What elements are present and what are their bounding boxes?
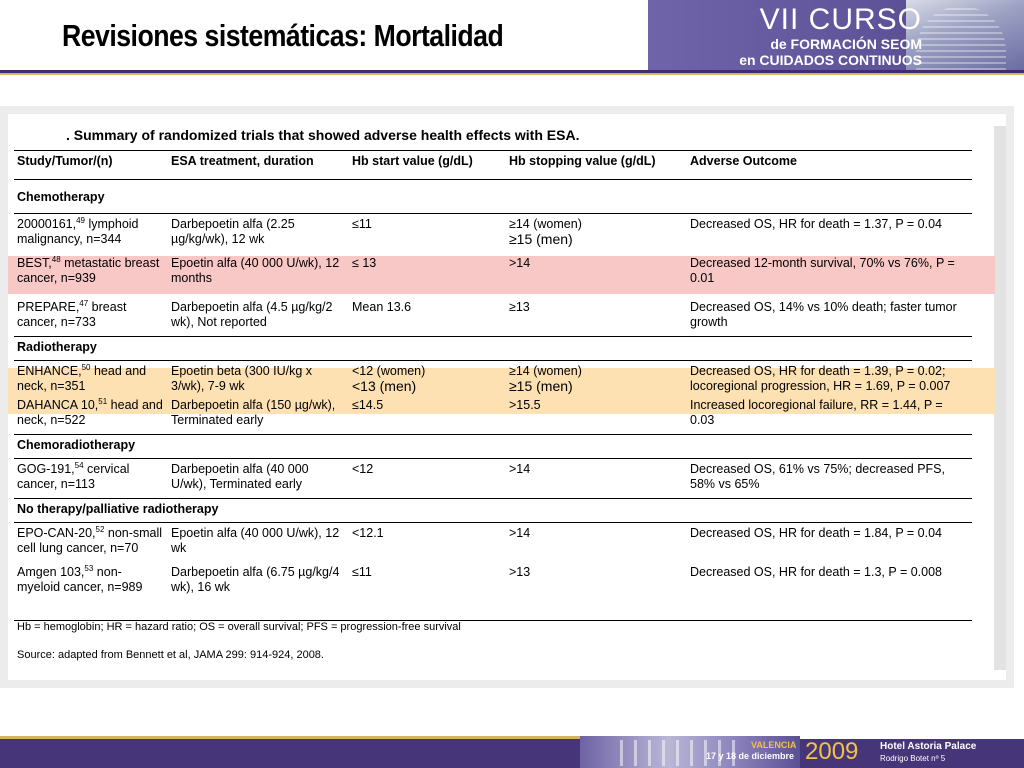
cell-hb-stop: >13 <box>509 565 531 579</box>
cell-outcome: Decreased OS, HR for death = 1.39, P = 0… <box>690 364 951 393</box>
header-treatment: ESA treatment, duration <box>168 150 349 180</box>
slide-title: Revisiones sistemáticas: Mortalidad <box>62 18 504 53</box>
highlight-enhance-row <box>8 368 995 414</box>
table-row: Amgen 103,53 non-myeloid cancer, n=989 D… <box>14 562 972 601</box>
cell-hb-stop: >14 <box>509 256 531 270</box>
cell-treatment: Darbepoetin alfa (40 000 U/wk), Terminat… <box>171 462 309 491</box>
cell-study: 20000161,49 lymphoid malignancy, n=344 <box>17 215 139 246</box>
table-header-row: Study/Tumor/(n) ESA treatment, duration … <box>14 150 972 180</box>
cell-hb-start: <12 <box>352 462 374 476</box>
banner-line3: en CUIDADOS CONTINUOS <box>739 52 922 68</box>
cell-hb-start: ≤14.5 <box>352 398 384 412</box>
footer-dates: 17 y 18 de diciembre <box>706 751 795 761</box>
cell-treatment: Epoetin alfa (40 000 U/wk), 12 wk <box>171 526 340 555</box>
course-banner-text: VII CURSO de FORMACIÓN SEOM en CUIDADOS … <box>722 3 922 69</box>
table-source: Source: adapted from Bennett et al, JAMA… <box>17 649 324 661</box>
cell-outcome: Decreased OS, HR for death = 1.3, P = 0.… <box>690 565 943 579</box>
header-rule-accent <box>0 73 1024 75</box>
section-row: No therapy/palliative radiotherapy <box>14 498 972 523</box>
building-graphic <box>906 0 1024 72</box>
cell-outcome: Decreased OS, 61% vs 75%; decreased PFS,… <box>690 462 945 491</box>
cell-study: EPO-CAN-20,52 non-small cell lung cancer… <box>17 524 163 555</box>
cell-treatment: Darbepoetin alfa (4.5 µg/kg/2 wk), Not r… <box>171 300 333 329</box>
banner-line1: VII CURSO <box>759 3 922 36</box>
highlight-best-row <box>8 256 995 294</box>
cell-treatment: Darbepoetin alfa (6.75 µg/kg/4 wk), 16 w… <box>171 565 340 594</box>
cell-hb-start: <12 (women) <13 (men) <box>352 364 426 394</box>
panel-shadow <box>994 126 1006 670</box>
cell-outcome: Decreased 12-month survival, 70% vs 76%,… <box>690 256 955 285</box>
cell-hb-start: Mean 13.6 <box>352 300 412 314</box>
footer-accent-rule <box>0 736 580 739</box>
cell-hb-stop: >15.5 <box>509 398 541 412</box>
table-row: BEST,48 metastatic breast cancer, n=939 … <box>14 253 972 297</box>
table-row: DAHANCA 10,51 head and neck, n=522 Darbe… <box>14 395 972 435</box>
table-row: GOG-191,54 cervical cancer, n=113 Darbep… <box>14 459 972 499</box>
cell-hb-start: ≤ 13 <box>352 256 377 270</box>
banner-line2: de FORMACIÓN SEOM <box>770 36 922 52</box>
cell-hb-stop: >14 <box>509 526 531 540</box>
header-hb-start: Hb start value (g/dL) <box>349 150 506 180</box>
table-row: PREPARE,47 breast cancer, n=733 Darbepoe… <box>14 297 972 337</box>
section-chemotherapy: Chemotherapy <box>14 179 972 214</box>
section-row: Chemotherapy <box>14 179 972 214</box>
section-radiotherapy: Radiotherapy <box>14 336 972 361</box>
section-palliative: No therapy/palliative radiotherapy <box>14 498 972 523</box>
course-banner: VII CURSO de FORMACIÓN SEOM en CUIDADOS … <box>648 0 1024 72</box>
cell-treatment: Darbepoetin alfa (150 µg/wk), Terminated… <box>171 398 336 427</box>
table-row: ENHANCE,50 head and neck, n=351 Epoetin … <box>14 361 972 396</box>
cell-treatment: Darbepoetin alfa (2.25 µg/kg/wk), 12 wk <box>171 217 295 246</box>
header-outcome: Adverse Outcome <box>687 150 972 180</box>
cell-hb-stop: ≥13 <box>509 300 530 314</box>
cell-hb-stop: ≥14 (women) ≥15 (men) <box>509 217 582 247</box>
footer-hotel: Hotel Astoria Palace <box>880 741 977 752</box>
section-row: Chemoradiotherapy <box>14 434 972 459</box>
cell-hb-stop: >14 <box>509 462 531 476</box>
cell-study: Amgen 103,53 non-myeloid cancer, n=989 <box>17 563 143 594</box>
cell-outcome: Increased locoregional failure, RR = 1.4… <box>690 398 943 427</box>
table-row: EPO-CAN-20,52 non-small cell lung cancer… <box>14 523 972 563</box>
footer-address: Rodrigo Botet nº 5 <box>880 754 946 763</box>
cell-study: GOG-191,54 cervical cancer, n=113 <box>17 460 130 491</box>
footer-bar <box>0 739 1024 768</box>
header-rule <box>0 70 1024 73</box>
table-footer-rule <box>14 620 972 621</box>
cell-outcome: Decreased OS, 14% vs 10% death; faster t… <box>690 300 957 329</box>
cell-study: ENHANCE,50 head and neck, n=351 <box>17 362 147 393</box>
table-footnote: Hb = hemoglobin; HR = hazard ratio; OS =… <box>17 621 461 633</box>
table-caption: . Summary of randomized trials that show… <box>66 127 580 143</box>
cell-study: BEST,48 metastatic breast cancer, n=939 <box>17 254 160 285</box>
footer-city: VALENCIA <box>751 740 797 750</box>
cell-hb-start: <12.1 <box>352 526 384 540</box>
cell-outcome: Decreased OS, HR for death = 1.84, P = 0… <box>690 526 943 540</box>
cell-treatment: Epoetin alfa (40 000 U/wk), 12 months <box>171 256 340 285</box>
table-row: 20000161,49 lymphoid malignancy, n=344 D… <box>14 214 972 254</box>
esa-trials-table: Study/Tumor/(n) ESA treatment, duration … <box>14 150 972 601</box>
footer-year: 2009 <box>805 738 859 765</box>
cell-hb-start: ≤11 <box>352 217 372 231</box>
cell-study: PREPARE,47 breast cancer, n=733 <box>17 298 127 329</box>
cell-hb-stop: ≥14 (women) ≥15 (men) <box>509 364 582 394</box>
header-hb-stop: Hb stopping value (g/dL) <box>506 150 687 180</box>
cell-treatment: Epoetin beta (300 IU/kg x 3/wk), 7-9 wk <box>171 364 313 393</box>
cell-study: DAHANCA 10,51 head and neck, n=522 <box>17 396 163 427</box>
section-row: Radiotherapy <box>14 336 972 361</box>
header-study: Study/Tumor/(n) <box>14 150 168 180</box>
cell-hb-start: ≤11 <box>352 565 372 579</box>
cell-outcome: Decreased OS, HR for death = 1.37, P = 0… <box>690 217 943 231</box>
section-chemoradiotherapy: Chemoradiotherapy <box>14 434 972 459</box>
footer-graphic <box>580 736 800 768</box>
